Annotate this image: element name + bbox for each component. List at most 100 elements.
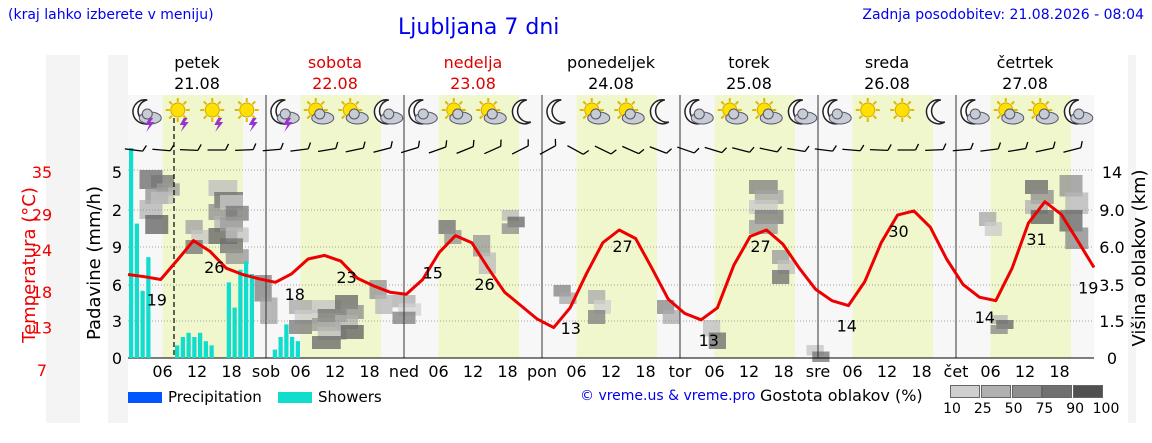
- cloud-height-tick: 14: [1102, 163, 1122, 182]
- temperature-label: 13: [561, 319, 581, 338]
- cloud-puff: [383, 108, 395, 120]
- wind-feather: [1025, 141, 1029, 149]
- day-abbreviation: čet: [944, 362, 969, 381]
- moon-shape: [511, 99, 532, 125]
- wind-shaft: [484, 145, 502, 155]
- moon-cloud-icon: [822, 99, 852, 125]
- wind-shaft: [622, 145, 640, 155]
- wind-feather: [224, 143, 230, 151]
- sun-ray: [858, 100, 863, 106]
- cloud-height-tick: 9.0: [1099, 201, 1124, 220]
- lightning-bolt: [283, 118, 293, 132]
- cloud-height-tick: 0: [1107, 349, 1117, 368]
- wind-feather: [610, 149, 617, 155]
- sun-ray: [907, 114, 912, 120]
- daylight-band: [990, 95, 1071, 358]
- sun-ray: [734, 100, 739, 106]
- temperature-tick: 13: [32, 319, 52, 338]
- temperature-label: 27: [612, 237, 632, 256]
- sun-ray: [203, 100, 208, 106]
- cloud-cell: [588, 310, 606, 324]
- wind-barb: [567, 145, 590, 155]
- temperature-axis-label: Temperatura (°C): [19, 187, 40, 344]
- cloud-puff: [452, 108, 464, 120]
- temperature-label: 19: [1078, 278, 1098, 297]
- wind-shaft: [787, 147, 806, 153]
- sun-cloud-icon: [993, 98, 1025, 125]
- wind-barb: [152, 144, 175, 152]
- daylight-band: [852, 95, 933, 358]
- cloud-cell: [340, 325, 364, 339]
- hour-tick-label: 12: [601, 362, 621, 381]
- moon-rain-icon: [270, 99, 300, 132]
- moon-icon: [925, 99, 946, 125]
- temperature-label: 23: [336, 268, 356, 287]
- cloud-cell: [507, 216, 525, 228]
- hour-tick-label: 12: [739, 362, 759, 381]
- wind-barb: [649, 146, 672, 154]
- cloud-puff: [969, 108, 981, 120]
- moon-cloud-icon: [373, 99, 404, 125]
- precipitation-legend-label: Precipitation: [168, 388, 262, 406]
- day-name: nedelja: [444, 53, 503, 72]
- wind-feather: [693, 147, 700, 154]
- sun-cloud-icon: [1028, 98, 1059, 125]
- hour-tick-label: 12: [877, 362, 897, 381]
- moon-rain-icon: [132, 99, 162, 132]
- wind-feather: [390, 141, 393, 148]
- sun-ray: [893, 114, 898, 120]
- hour-tick-label: 12: [463, 362, 483, 381]
- wind-shaft: [567, 145, 584, 155]
- precipitation-axis-label: Padavine (mm/h): [84, 186, 105, 340]
- cloud-puff: [141, 108, 153, 120]
- sun-ray: [182, 100, 187, 106]
- cloud-height-tick: 6.0: [1099, 238, 1124, 257]
- sun-ray: [858, 114, 863, 120]
- wind-barb: [207, 143, 230, 151]
- wind-feather: [142, 145, 147, 152]
- cloud-puff: [417, 108, 429, 120]
- wind-barb: [1007, 141, 1029, 153]
- sun-storm-icon: [200, 98, 225, 132]
- showers-bar: [198, 332, 203, 358]
- moon-icon: [649, 99, 670, 125]
- precipitation-swatch: [128, 392, 162, 403]
- sun-ray: [755, 100, 760, 106]
- wind-barb: [1035, 141, 1056, 153]
- wind-barb: [428, 140, 448, 154]
- moon-shape: [649, 99, 670, 125]
- wind-shaft: [456, 146, 474, 154]
- hour-tick-label: 18: [497, 362, 517, 381]
- sun-ray: [168, 114, 173, 120]
- wind-shaft: [373, 147, 392, 153]
- day-date: 27.08: [1002, 74, 1048, 93]
- sun-ray: [1031, 114, 1036, 120]
- credit-link[interactable]: © vreme.us & vreme.pro: [580, 388, 756, 404]
- temperature-label: 14: [975, 308, 995, 327]
- wind-shaft: [179, 149, 198, 151]
- wind-shaft: [1007, 147, 1026, 153]
- cloud-cell: [145, 215, 169, 234]
- sun-ray: [893, 100, 898, 106]
- cloud-puff: [314, 108, 326, 120]
- sun-ray: [617, 100, 622, 106]
- cloud-cell: [289, 320, 312, 334]
- showers-swatch: [278, 392, 312, 403]
- sun-cloud-icon: [579, 98, 611, 125]
- wind-barb: [980, 142, 1002, 152]
- sun-ray: [907, 100, 912, 106]
- wind-barb: [594, 145, 617, 155]
- moon-cloud-icon: [787, 99, 818, 125]
- day-name: torek: [728, 53, 770, 72]
- cloud-cell: [151, 191, 174, 204]
- wind-feather: [721, 147, 728, 154]
- cloud-puff: [348, 108, 360, 120]
- sun-ray: [1010, 100, 1015, 106]
- right-axis-strip: [1128, 55, 1136, 423]
- moon-icon: [511, 99, 532, 125]
- wind-feather: [527, 139, 529, 146]
- showers-bar: [209, 345, 214, 358]
- sun-ray: [203, 114, 208, 120]
- wind-barb: [952, 142, 974, 152]
- cloud-cell: [501, 210, 519, 221]
